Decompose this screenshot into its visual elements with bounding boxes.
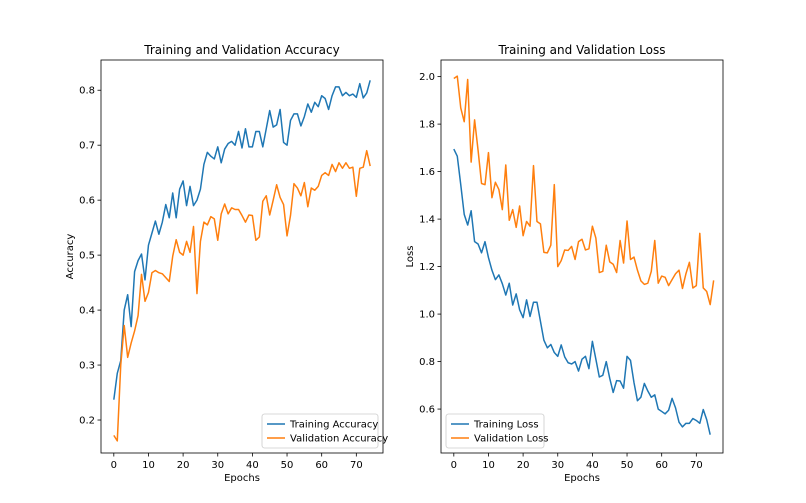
series-line-1 (113, 149, 371, 442)
y-tick-label: 0.6 (79, 196, 95, 207)
plot-frame (440, 59, 724, 454)
y-tick-label: 1.0 (419, 310, 435, 321)
y-tick-label: 0.2 (79, 416, 95, 427)
y-axis-label: Loss (405, 246, 416, 268)
legend-box (261, 413, 379, 449)
y-tick-label: 0.4 (79, 306, 95, 317)
y-tick-label: 1.2 (419, 262, 435, 273)
x-tick-label: 40 (586, 460, 599, 471)
series-line-1 (453, 75, 715, 306)
y-tick-label: 0.8 (79, 86, 95, 97)
x-tick-label: 20 (517, 460, 530, 471)
y-tick-label: 0.8 (419, 357, 435, 368)
x-axis-label: Epochs (564, 473, 600, 484)
x-tick-label: 20 (177, 460, 190, 471)
x-tick-label: 60 (315, 460, 328, 471)
x-tick-label: 70 (690, 460, 703, 471)
x-tick-label: 50 (281, 460, 294, 471)
chart-title: Training and Validation Loss (498, 43, 666, 57)
x-tick-label: 70 (350, 460, 363, 471)
y-tick-label: 0.5 (79, 251, 95, 262)
x-tick-label: 10 (482, 460, 495, 471)
x-tick-label: 40 (246, 460, 259, 471)
charts: Training and Validation Accuracy 0 10 20 30 4… (65, 43, 724, 484)
legend-box (445, 413, 545, 449)
chart-1: Training and Validation Loss 0 10 20 30 40 50 6… (405, 43, 724, 484)
y-tick-label: 1.8 (419, 120, 435, 131)
legend-label: Validation Accuracy (290, 434, 388, 445)
y-tick-label: 0.3 (79, 361, 95, 372)
x-tick-label: 50 (621, 460, 634, 471)
x-tick-label: 10 (142, 460, 155, 471)
y-tick-label: 0.6 (419, 405, 435, 416)
x-tick-label: 0 (111, 460, 117, 471)
chart-title: Training and Validation Accuracy (143, 43, 339, 57)
y-tick-label: 2.0 (419, 72, 435, 83)
x-tick-label: 30 (211, 460, 224, 471)
legend-label: Training Accuracy (289, 420, 378, 431)
x-axis-label: Epochs (224, 473, 260, 484)
chart-0: Training and Validation Accuracy 0 10 20 30 4… (65, 43, 388, 484)
x-tick-label: 0 (451, 460, 457, 471)
legend: Training Accuracy Validation Accuracy (261, 413, 388, 449)
y-tick-label: 0.7 (79, 141, 95, 152)
y-tick-label: 1.6 (419, 167, 435, 178)
legend: Training Loss Validation Loss (445, 413, 549, 449)
series-line-0 (113, 80, 371, 400)
series-line-0 (453, 148, 711, 435)
plot-frame (100, 59, 384, 454)
x-tick-label: 60 (655, 460, 668, 471)
y-tick-label: 1.4 (419, 215, 435, 226)
x-tick-label: 30 (551, 460, 564, 471)
y-axis-label: Accuracy (65, 234, 76, 280)
legend-label: Validation Loss (474, 434, 549, 445)
legend-label: Training Loss (473, 420, 539, 431)
